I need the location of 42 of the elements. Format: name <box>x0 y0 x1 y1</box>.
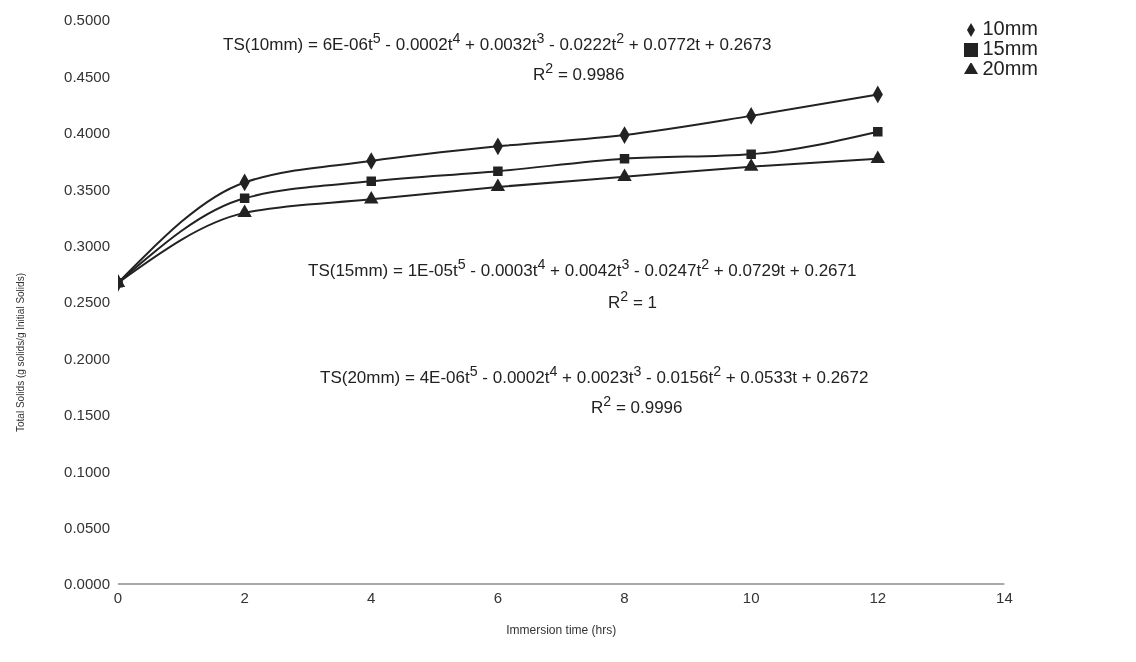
x-tick-label: 0 <box>113 588 123 606</box>
y-tick-label: 0.1000 <box>64 462 110 480</box>
x-tick-label: 4 <box>367 588 376 606</box>
x-axis-title: Immersion time (hrs) <box>506 623 617 637</box>
x-tick-label: 6 <box>493 588 503 606</box>
y-tick-label: 0.2000 <box>64 349 110 367</box>
point <box>870 150 885 163</box>
y-tick-label: 0.5000 <box>64 11 110 29</box>
legend-label: 20mm <box>982 57 1038 79</box>
point <box>743 158 759 171</box>
point <box>617 168 632 181</box>
text: TS(20mm) = 4E-06t$^{5}$ - 0.0002t$^{4}$ + 0.0023t$^{3}$ - 0.0156t$^{2}$ + 0.0533t + 0.2672 <box>320 363 869 387</box>
text: TS(15mm) = 1E-05t$^{5}$ - 0.0003t$^{4}$ + 0.0042t$^{3}$ - 0.0247t$^{2}$ + 0.0729t + 0.2671 <box>308 256 857 280</box>
y-tick-label: 0.0000 <box>64 575 110 593</box>
x-tick-label: 12 <box>869 588 887 606</box>
point <box>873 126 883 137</box>
x-tick-label: 8 <box>620 588 629 606</box>
point <box>237 204 252 218</box>
y-tick-label: 0.3000 <box>64 236 110 254</box>
annotation: R$^{2}$ = 0.9996 <box>591 393 683 418</box>
y-tick-label: 0.3500 <box>64 180 110 198</box>
y-axis-title: Total Solids (g solids/g Initial Solids) <box>14 273 26 432</box>
y-tick-label: 0.0500 <box>64 518 110 536</box>
point <box>746 149 756 159</box>
annotation: R$^{2}$ = 1 <box>608 288 657 313</box>
legend-label: 15mm <box>982 37 1038 59</box>
point <box>364 191 379 204</box>
text: TS(10mm) = 6E-06t$^{5}$ - 0.0002t$^{4}$ + 0.0032t$^{3}$ - 0.0222t$^{2}$ + 0.0772t + 0.2673 <box>223 30 772 54</box>
x-tick-label: 10 <box>742 588 760 606</box>
y-tick-label: 0.2500 <box>64 293 110 311</box>
point <box>619 154 630 164</box>
point <box>366 176 377 187</box>
x-tick-label: 2 <box>240 588 249 606</box>
y-tick-label: 0.4500 <box>64 67 110 85</box>
x-tick-label: 14 <box>996 588 1013 606</box>
legend-label: 10mm <box>982 17 1038 39</box>
point <box>490 178 506 192</box>
point <box>493 166 503 176</box>
annotation: R$^{2}$ = 0.9986 <box>533 60 625 85</box>
y-tick-label: 0.4000 <box>64 124 110 142</box>
point <box>239 193 250 203</box>
y-tick-label: 0.1500 <box>64 406 110 424</box>
